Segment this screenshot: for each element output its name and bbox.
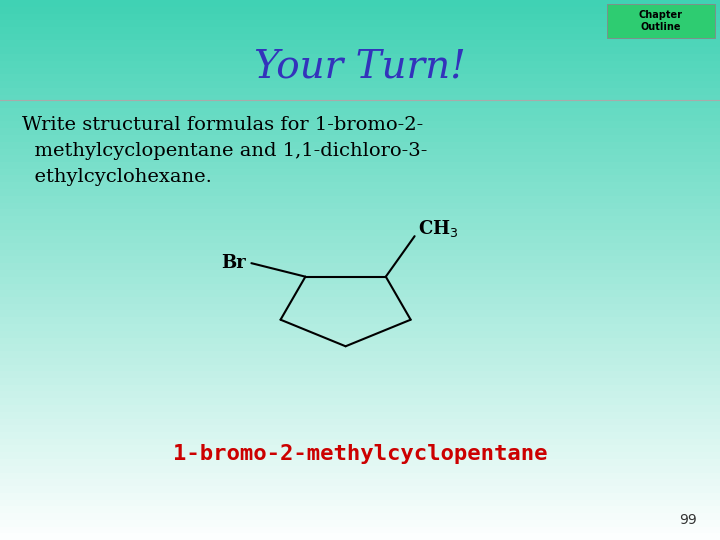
Bar (0, 418, 720, 426)
Bar (0, 459, 720, 465)
Bar (0, 209, 720, 216)
Bar (0, 148, 720, 156)
Text: Br: Br (222, 254, 246, 272)
Bar (0, 486, 720, 492)
Bar (0, 507, 720, 513)
Bar (0, 519, 720, 526)
Bar (0, 122, 720, 128)
Bar (0, 411, 720, 418)
Bar (0, 6, 720, 14)
Bar (0, 297, 720, 303)
Bar (0, 249, 720, 256)
Bar (0, 303, 720, 310)
Bar (0, 284, 720, 291)
Bar (0, 81, 720, 87)
Bar (0, 102, 720, 108)
Bar (0, 338, 720, 345)
Bar (0, 330, 720, 338)
Bar (0, 472, 720, 480)
Bar (0, 176, 720, 183)
Bar (0, 0, 720, 6)
Bar (0, 243, 720, 249)
Bar (0, 87, 720, 94)
Text: CH$_3$: CH$_3$ (418, 218, 459, 239)
Text: Chapter
Outline: Chapter Outline (639, 10, 683, 32)
Bar (0, 216, 720, 222)
Bar (0, 372, 720, 378)
Bar (0, 405, 720, 411)
Bar (0, 276, 720, 284)
Bar (0, 141, 720, 149)
Bar (0, 357, 720, 364)
Bar (0, 54, 720, 60)
Bar (0, 108, 720, 115)
Bar (0, 492, 720, 500)
Bar (0, 270, 720, 276)
Bar (0, 263, 720, 270)
Bar (0, 74, 720, 81)
Bar (0, 438, 720, 445)
Bar (0, 237, 720, 243)
Bar (0, 189, 720, 195)
Bar (0, 500, 720, 507)
Bar (0, 115, 720, 122)
Bar (607, 4, 715, 38)
Bar (0, 432, 720, 438)
Bar (0, 446, 720, 453)
Bar (0, 94, 720, 102)
Bar (0, 128, 720, 135)
Bar (0, 345, 720, 351)
Bar (0, 202, 720, 209)
Bar (0, 318, 720, 324)
Bar (0, 47, 720, 54)
Bar (0, 135, 720, 141)
Text: Write structural formulas for 1-bromo-2-
  methylcyclopentane and 1,1-dichloro-3: Write structural formulas for 1-bromo-2-… (22, 116, 427, 186)
Bar (0, 513, 720, 519)
Bar (0, 14, 720, 20)
Bar (0, 155, 720, 162)
Text: 99: 99 (679, 512, 697, 526)
Bar (0, 222, 720, 230)
Bar (0, 526, 720, 534)
Bar (0, 256, 720, 263)
Bar (0, 195, 720, 202)
Bar (0, 384, 720, 391)
Bar (0, 364, 720, 372)
Text: Your Turn!: Your Turn! (254, 49, 466, 86)
Bar (0, 68, 720, 74)
Bar (0, 534, 720, 540)
Text: 1-bromo-2-methylcyclopentane: 1-bromo-2-methylcyclopentane (173, 443, 547, 464)
Bar (0, 426, 720, 432)
Bar (0, 351, 720, 357)
Bar (0, 480, 720, 486)
Bar (0, 465, 720, 472)
Bar (0, 168, 720, 176)
Bar (0, 27, 720, 33)
Bar (0, 291, 720, 297)
Bar (0, 399, 720, 405)
Bar (0, 162, 720, 168)
Bar (0, 230, 720, 237)
Bar (0, 310, 720, 317)
Bar (0, 183, 720, 189)
Bar (0, 378, 720, 384)
Bar (0, 20, 720, 27)
Bar (0, 33, 720, 40)
Bar (0, 453, 720, 459)
Bar (0, 392, 720, 399)
Bar (0, 60, 720, 68)
Bar (0, 40, 720, 47)
Bar (0, 324, 720, 330)
